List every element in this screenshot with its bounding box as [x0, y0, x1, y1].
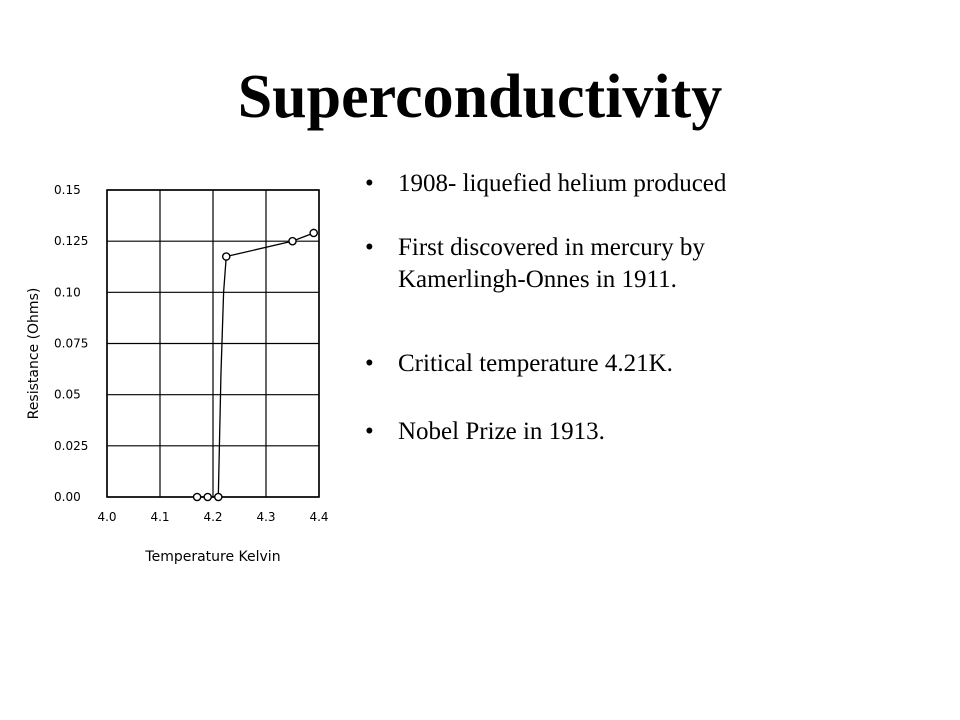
bullet-text: Nobel Prize in 1913. [398, 418, 605, 445]
bullet-list: • 1908- liquefied helium produced • Firs… [362, 168, 942, 448]
y-tick-label: 0.025 [54, 439, 88, 453]
y-tick-label: 0.05 [54, 388, 81, 402]
slide-title: Superconductivity [237, 63, 723, 131]
bullet-marker: • [365, 234, 374, 261]
bullet-item: • Critical temperature 4.21K. [362, 348, 942, 380]
x-tick-label: 4.0 [97, 510, 116, 524]
bullet-marker: • [365, 418, 374, 445]
y-axis-label: Resistance (Ohms) [26, 288, 42, 420]
x-tick-label: 4.4 [309, 510, 328, 524]
bullet-text: Critical temperature 4.21K. [398, 350, 673, 377]
y-tick-label: 0.15 [54, 183, 81, 197]
x-axis-label: Temperature Kelvin [144, 549, 280, 565]
bullet-item: • First discovered in mercury by Kamerli… [362, 232, 942, 296]
data-point [203, 492, 212, 502]
x-tick-label: 4.2 [203, 510, 222, 524]
x-tick-label: 4.1 [150, 510, 169, 524]
x-tick-label: 4.3 [256, 510, 275, 524]
data-point [288, 236, 297, 246]
resistance-chart: 0.00 0.025 0.05 0.075 0.10 0.125 0.15 4.0 4.1 4.2… [0, 160, 345, 580]
data-point [213, 492, 223, 502]
bullet-marker: • [365, 350, 374, 377]
bullet-text: 1908- liquefied helium produced [398, 170, 727, 197]
bullet-marker: • [365, 170, 374, 197]
data-point [192, 492, 202, 502]
series-line [197, 232, 314, 498]
bullet-text-continued: Kamerlingh-Onnes in 1911. [398, 266, 677, 293]
bullet-text: First discovered in mercury by [398, 234, 705, 261]
y-tick-label: 0.075 [54, 337, 88, 351]
y-tick-label: 0.125 [54, 234, 88, 248]
bullet-item: • Nobel Prize in 1913. [362, 416, 942, 448]
y-tick-label: 0.00 [54, 490, 81, 504]
data-point [221, 252, 231, 261]
data-point [309, 228, 319, 238]
chart-svg: 0.00 0.025 0.05 0.075 0.10 0.125 0.15 4.0 4.1 4.2… [26, 183, 329, 565]
bullet-item: • 1908- liquefied helium produced [362, 168, 942, 200]
y-tick-label: 0.10 [54, 285, 81, 299]
